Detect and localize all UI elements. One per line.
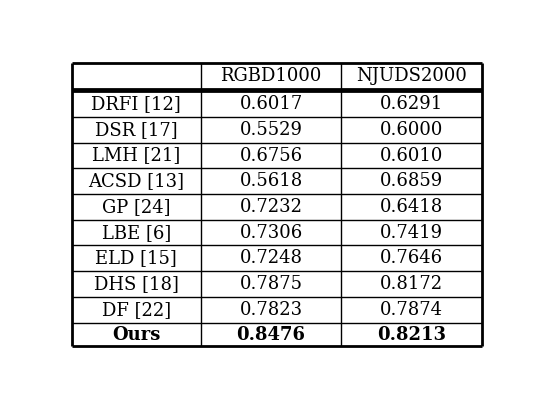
Text: 0.8213: 0.8213: [377, 326, 446, 344]
Text: DSR [17]: DSR [17]: [95, 121, 178, 139]
Text: Ours: Ours: [112, 326, 160, 344]
Text: 0.6859: 0.6859: [380, 172, 443, 190]
Text: 0.5529: 0.5529: [240, 121, 302, 139]
Text: 0.7306: 0.7306: [239, 224, 303, 242]
Text: ACSD [13]: ACSD [13]: [88, 172, 184, 190]
Text: 0.6010: 0.6010: [380, 147, 443, 165]
Text: 0.7875: 0.7875: [240, 275, 302, 293]
Text: RGBD1000: RGBD1000: [220, 67, 322, 85]
Text: DRFI [12]: DRFI [12]: [91, 95, 181, 113]
Text: LMH [21]: LMH [21]: [92, 147, 180, 165]
Text: 0.6418: 0.6418: [380, 198, 443, 216]
Text: 0.8476: 0.8476: [237, 326, 306, 344]
Text: DHS [18]: DHS [18]: [94, 275, 179, 293]
Text: 0.7823: 0.7823: [240, 301, 303, 319]
Text: 0.7248: 0.7248: [240, 249, 302, 267]
Text: 0.7232: 0.7232: [240, 198, 302, 216]
Text: 0.6000: 0.6000: [380, 121, 443, 139]
Text: 0.6291: 0.6291: [380, 95, 443, 113]
Text: 0.7419: 0.7419: [380, 224, 443, 242]
Text: NJUDS2000: NJUDS2000: [356, 67, 467, 85]
Text: 0.8172: 0.8172: [380, 275, 443, 293]
Text: GP [24]: GP [24]: [102, 198, 171, 216]
Text: 0.6756: 0.6756: [240, 147, 303, 165]
Text: 0.5618: 0.5618: [239, 172, 303, 190]
Text: 0.7874: 0.7874: [380, 301, 443, 319]
Text: 0.7646: 0.7646: [380, 249, 443, 267]
Text: 0.6017: 0.6017: [239, 95, 303, 113]
Text: ELD [15]: ELD [15]: [96, 249, 177, 267]
Text: DF [22]: DF [22]: [102, 301, 171, 319]
Text: LBE [6]: LBE [6]: [102, 224, 171, 242]
